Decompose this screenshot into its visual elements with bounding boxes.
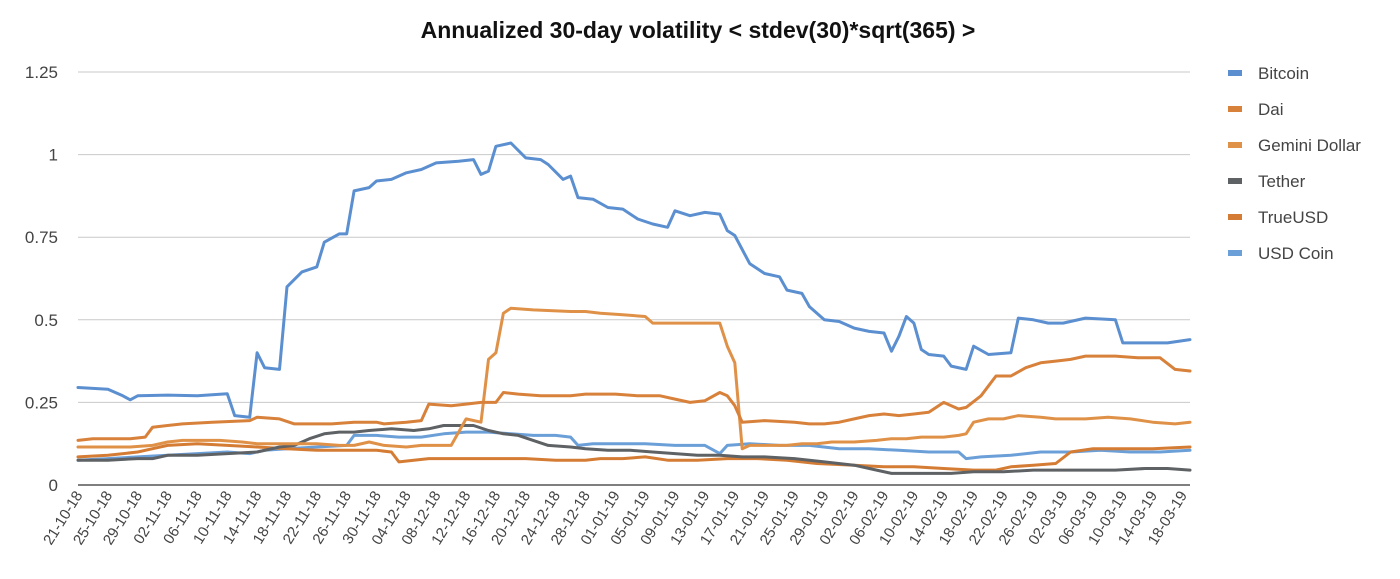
legend-swatch: [1228, 142, 1242, 148]
legend-swatch: [1228, 178, 1242, 184]
y-tick-label: 0: [49, 476, 58, 495]
chart-title: Annualized 30-day volatility < stdev(30)…: [421, 17, 976, 43]
legend-swatch: [1228, 70, 1242, 76]
legend-swatch: [1228, 214, 1242, 220]
series-line-dai: [76, 354, 1192, 442]
legend-swatch: [1228, 250, 1242, 256]
grid-layer: [78, 71, 1190, 403]
axis-layer: 00.250.50.7511.2521-10-1825-10-1829-10-1…: [25, 63, 1191, 548]
series-line-gemini-dollar: [76, 306, 1192, 451]
series-line-tether: [76, 424, 1192, 475]
series-line-trueusd: [76, 442, 1192, 472]
legend-label: USD Coin: [1258, 244, 1334, 263]
legend-label: Gemini Dollar: [1258, 136, 1361, 155]
legend-swatch: [1228, 106, 1242, 112]
y-tick-label: 0.75: [25, 228, 58, 247]
y-tick-label: 1: [49, 146, 58, 165]
y-tick-label: 0.5: [34, 311, 58, 330]
series-line-bitcoin: [76, 141, 1192, 419]
legend: Bitcoin Dai Gemini Dollar Tether TrueUSD USD …: [1228, 64, 1361, 263]
legend-label: Dai: [1258, 100, 1284, 119]
legend-label: Bitcoin: [1258, 64, 1309, 83]
y-tick-label: 0.25: [25, 393, 58, 412]
y-tick-label: 1.25: [25, 63, 58, 82]
legend-label: Tether: [1258, 172, 1306, 191]
series-layer: [76, 141, 1192, 475]
legend-label: TrueUSD: [1258, 208, 1328, 227]
